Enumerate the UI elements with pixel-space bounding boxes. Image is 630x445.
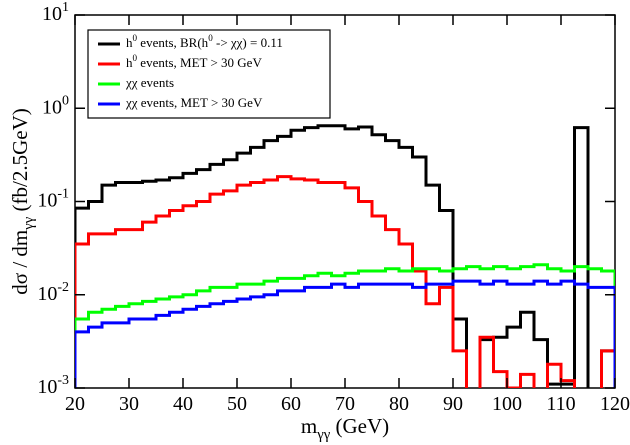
x-tick-label: 80: [389, 393, 409, 415]
y-tick-label: 10-2: [37, 279, 69, 304]
y-tick-label: 100: [42, 93, 69, 118]
x-tick-label: 70: [335, 393, 355, 415]
histogram-line: [75, 263, 615, 388]
legend-box: [87, 29, 331, 119]
histogram-line: [75, 279, 615, 388]
legend-label: χχ events: [125, 75, 174, 90]
x-tick-label: 60: [281, 393, 301, 415]
x-tick-label: 30: [119, 393, 139, 415]
plot-area: [75, 124, 615, 388]
x-tick-label: 50: [227, 393, 247, 415]
legend-label: h0 events, BR(h0 -> χχ) = 0.11: [126, 33, 283, 50]
x-tick-label: 120: [600, 393, 630, 415]
x-tick-label: 20: [65, 393, 85, 415]
x-tick-label: 90: [443, 393, 463, 415]
y-axis-label: dσ / dmγγ (fb/2.5GeV): [8, 108, 38, 294]
x-axis-label: mγγ (GeV): [301, 414, 389, 444]
y-tick-label: 101: [42, 0, 69, 25]
legend-label: h0 events, MET > 30 GeV: [126, 53, 262, 70]
histogram-line: [75, 124, 615, 388]
y-tick-label: 10-3: [37, 373, 69, 398]
legend-label: χχ events, MET > 30 GeV: [125, 95, 263, 110]
x-tick-label: 40: [173, 393, 193, 415]
histogram-line: [75, 175, 615, 388]
x-tick-label: 100: [492, 393, 522, 415]
x-tick-label: 110: [546, 393, 575, 415]
y-tick-label: 10-1: [37, 186, 69, 211]
